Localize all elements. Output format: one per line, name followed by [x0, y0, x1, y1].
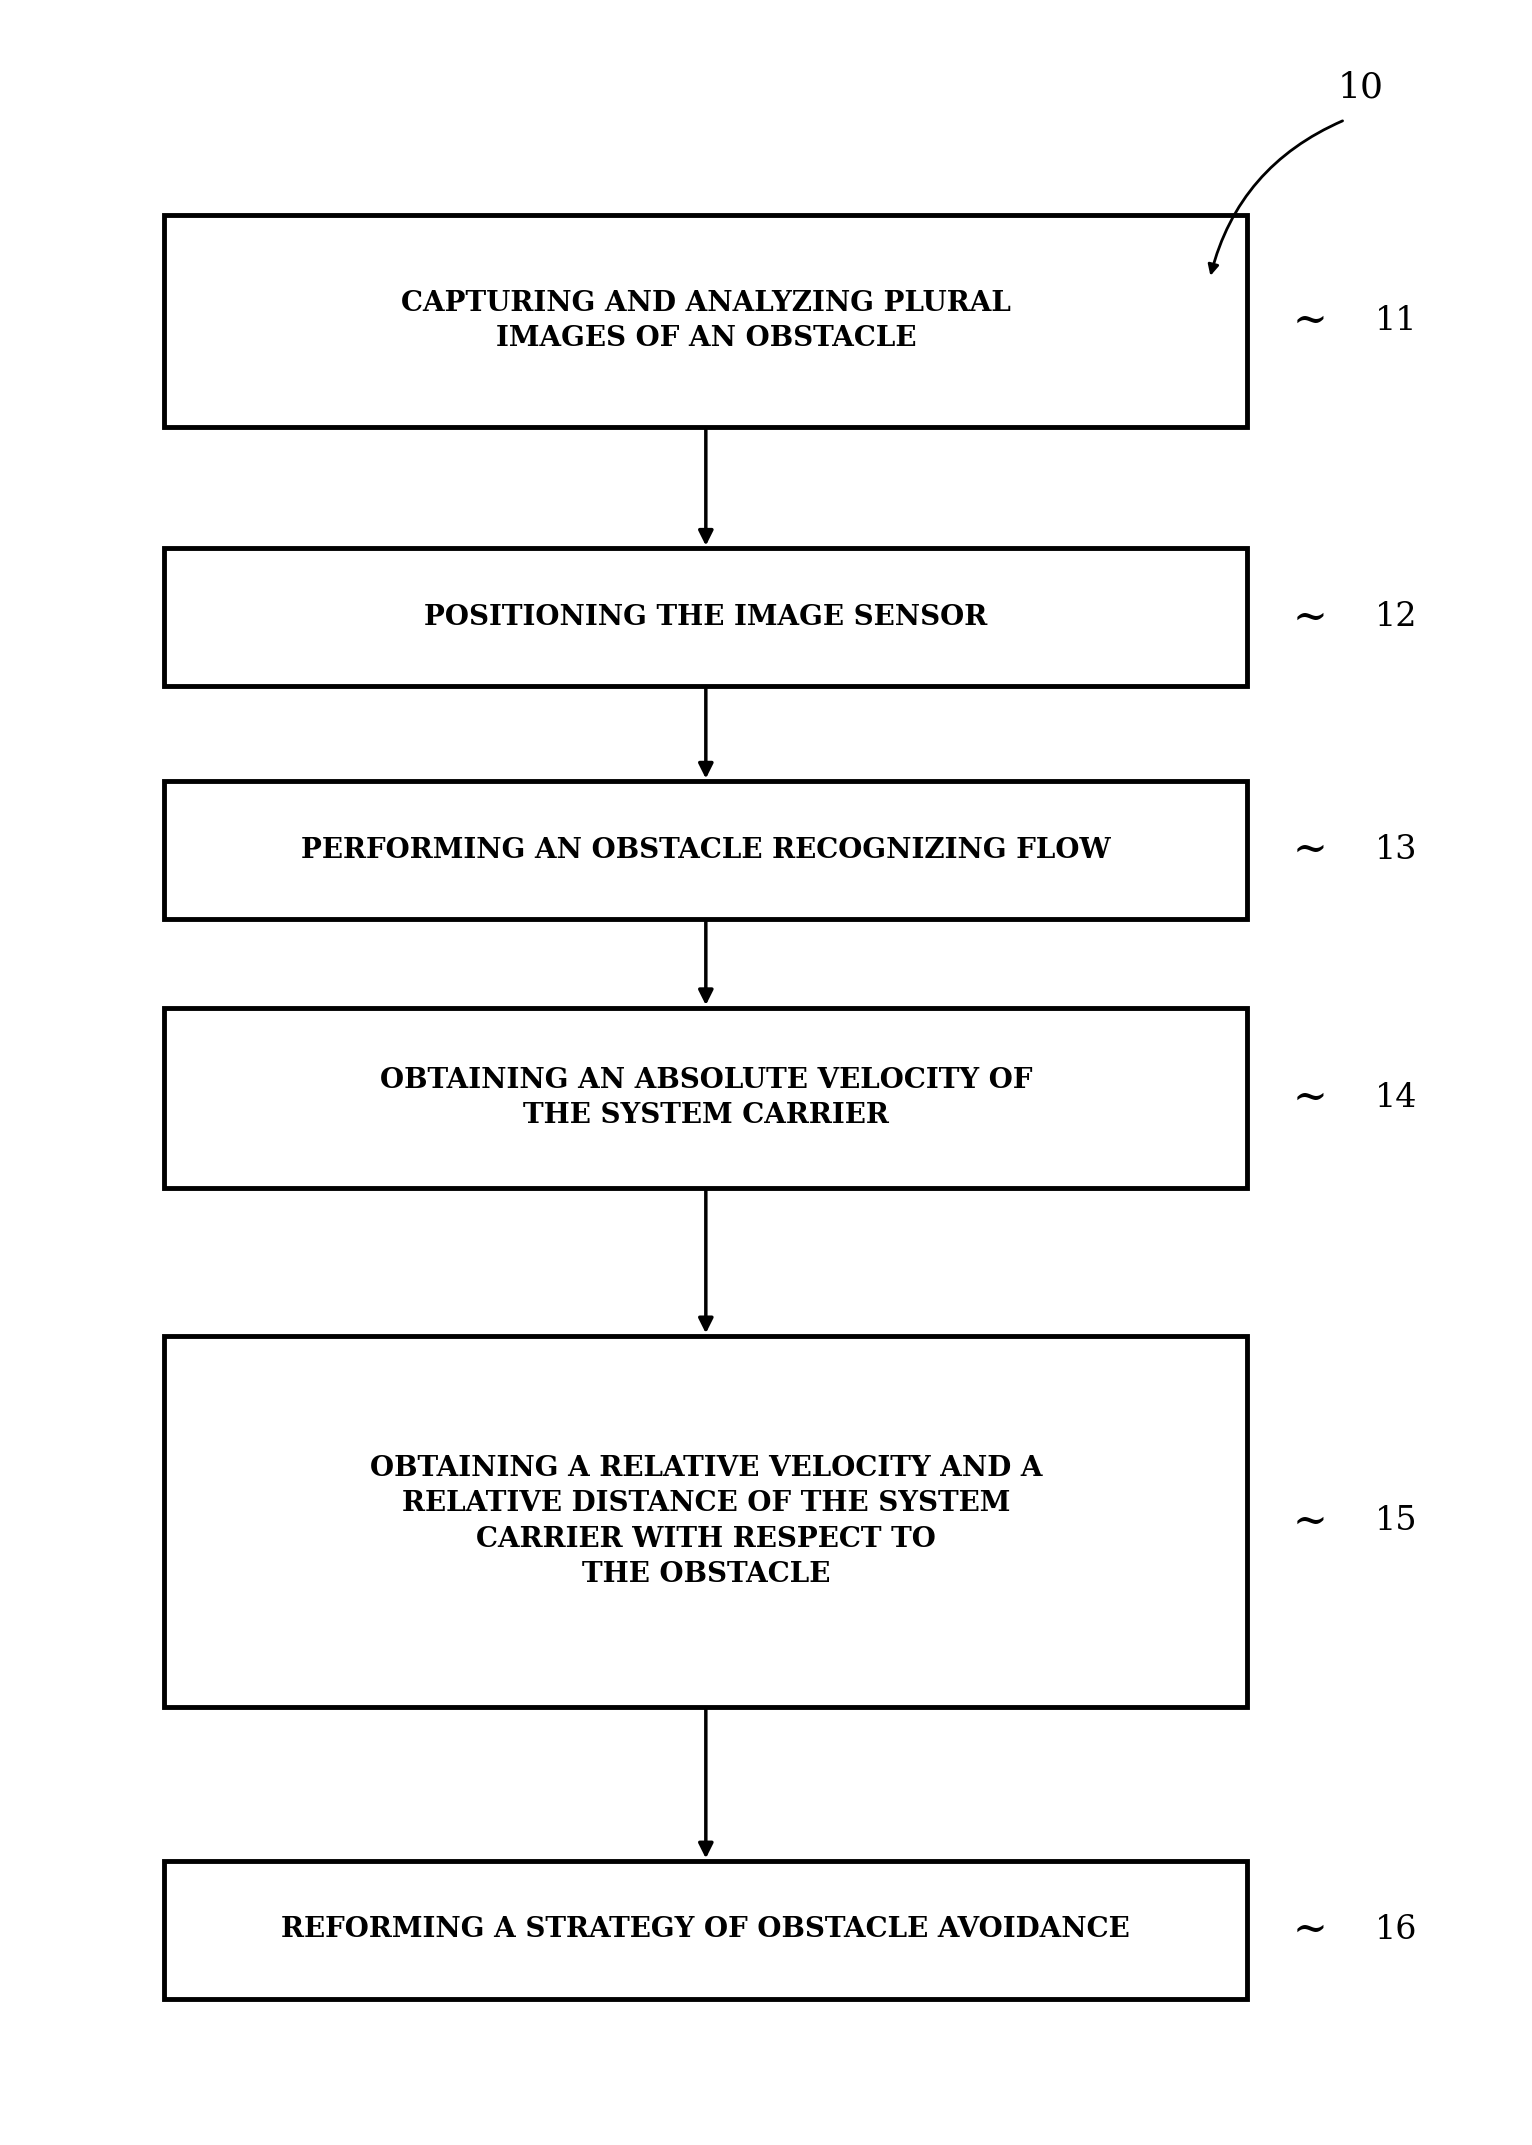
- Text: CAPTURING AND ANALYZING PLURAL
IMAGES OF AN OBSTACLE: CAPTURING AND ANALYZING PLURAL IMAGES OF…: [401, 290, 1011, 352]
- Text: 13: 13: [1376, 834, 1417, 867]
- Text: ~: ~: [1293, 596, 1327, 639]
- Text: 10: 10: [1337, 71, 1383, 105]
- Text: ~: ~: [1293, 1077, 1327, 1120]
- Text: ~: ~: [1293, 830, 1327, 871]
- Text: ~: ~: [1293, 1909, 1327, 1952]
- Bar: [164, 214, 1247, 427]
- Text: 11: 11: [1376, 305, 1417, 337]
- Bar: [164, 1862, 1247, 1999]
- Bar: [164, 1008, 1247, 1188]
- Bar: [164, 1336, 1247, 1707]
- Bar: [164, 781, 1247, 918]
- Text: ~: ~: [1293, 1499, 1327, 1542]
- Text: POSITIONING THE IMAGE SENSOR: POSITIONING THE IMAGE SENSOR: [424, 603, 988, 631]
- Text: OBTAINING AN ABSOLUTE VELOCITY OF
THE SYSTEM CARRIER: OBTAINING AN ABSOLUTE VELOCITY OF THE SY…: [380, 1066, 1033, 1128]
- Text: 12: 12: [1376, 601, 1417, 633]
- Bar: [164, 549, 1247, 686]
- Text: 16: 16: [1376, 1913, 1417, 1946]
- Text: PERFORMING AN OBSTACLE RECOGNIZING FLOW: PERFORMING AN OBSTACLE RECOGNIZING FLOW: [300, 837, 1111, 864]
- Text: ~: ~: [1293, 300, 1327, 341]
- Text: 15: 15: [1376, 1506, 1417, 1538]
- Text: OBTAINING A RELATIVE VELOCITY AND A
RELATIVE DISTANCE OF THE SYSTEM
CARRIER WITH: OBTAINING A RELATIVE VELOCITY AND A RELA…: [369, 1454, 1042, 1587]
- Text: REFORMING A STRATEGY OF OBSTACLE AVOIDANCE: REFORMING A STRATEGY OF OBSTACLE AVOIDAN…: [282, 1915, 1131, 1943]
- Text: 14: 14: [1376, 1081, 1417, 1113]
